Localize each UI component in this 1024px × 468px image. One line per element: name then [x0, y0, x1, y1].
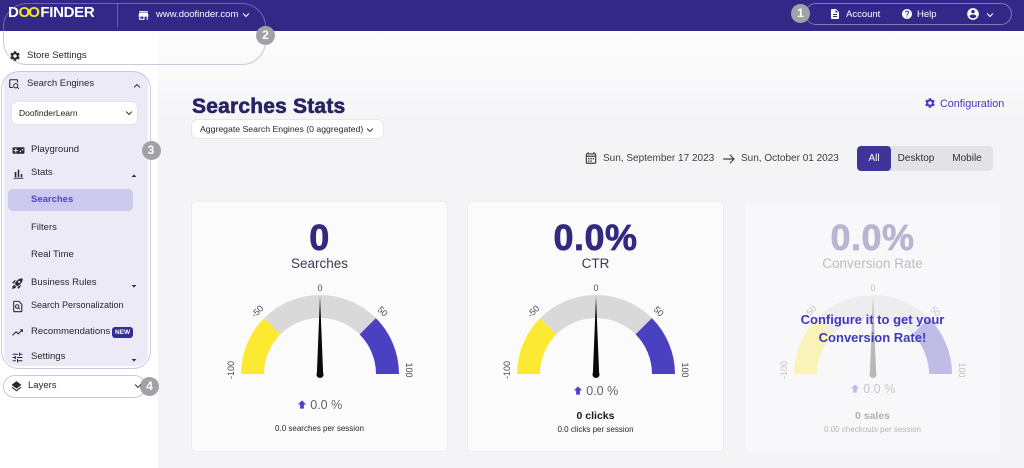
svg-text:100: 100 — [957, 362, 967, 377]
svg-text:50: 50 — [376, 304, 390, 318]
svg-text:-100: -100 — [226, 361, 236, 379]
svg-text:-100: -100 — [779, 361, 789, 379]
svg-text:0: 0 — [317, 283, 322, 293]
svg-text:0: 0 — [870, 283, 875, 293]
svg-text:-50: -50 — [249, 303, 265, 319]
svg-text:0: 0 — [593, 283, 598, 293]
svg-text:100: 100 — [680, 362, 690, 377]
svg-text:-100: -100 — [502, 361, 512, 379]
svg-text:-50: -50 — [525, 303, 541, 319]
svg-text:50: 50 — [652, 304, 666, 318]
svg-text:100: 100 — [404, 362, 414, 377]
